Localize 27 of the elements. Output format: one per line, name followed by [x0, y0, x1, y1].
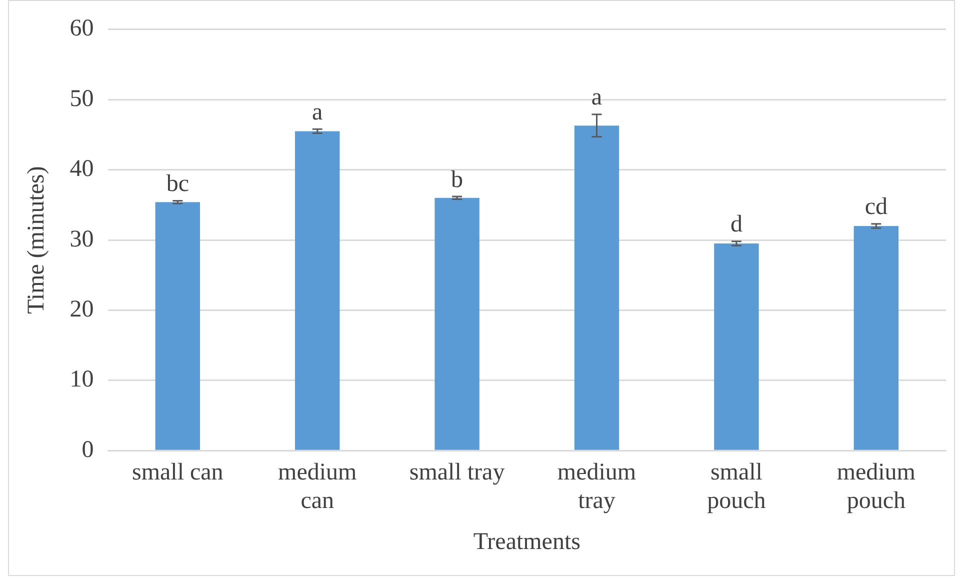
bar: [854, 226, 898, 450]
y-tick-label: 30: [70, 226, 94, 252]
y-tick-label: 50: [70, 86, 94, 112]
annotation: a: [591, 84, 602, 111]
bar: [574, 126, 620, 450]
y-tick-label: 60: [70, 16, 94, 42]
y-axis-title: Time (minutes): [24, 166, 50, 314]
y-tick-label: 10: [70, 366, 94, 393]
y-tick-label: 0: [82, 436, 94, 463]
annotation: a: [312, 99, 324, 126]
x-tick-label: medium pouch: [836, 459, 916, 514]
annotation: d: [730, 212, 742, 238]
x-axis-title: Treatments: [473, 528, 580, 555]
x-tick-label: medium tray: [557, 459, 636, 514]
bar: [714, 244, 759, 450]
x-tick-label: small can: [132, 459, 224, 486]
x-tick-label: medium can: [278, 459, 358, 514]
annotation: b: [451, 166, 464, 193]
annotation: bc: [166, 170, 189, 197]
bar: [434, 198, 480, 450]
annotation: cd: [864, 194, 888, 220]
x-tick-label: small tray: [409, 459, 505, 486]
y-tick-label: 20: [70, 296, 94, 322]
x-tick-label: small pouch: [707, 459, 766, 514]
bar: [155, 202, 200, 450]
y-tick-label: 40: [70, 156, 94, 182]
bar: [295, 131, 340, 450]
